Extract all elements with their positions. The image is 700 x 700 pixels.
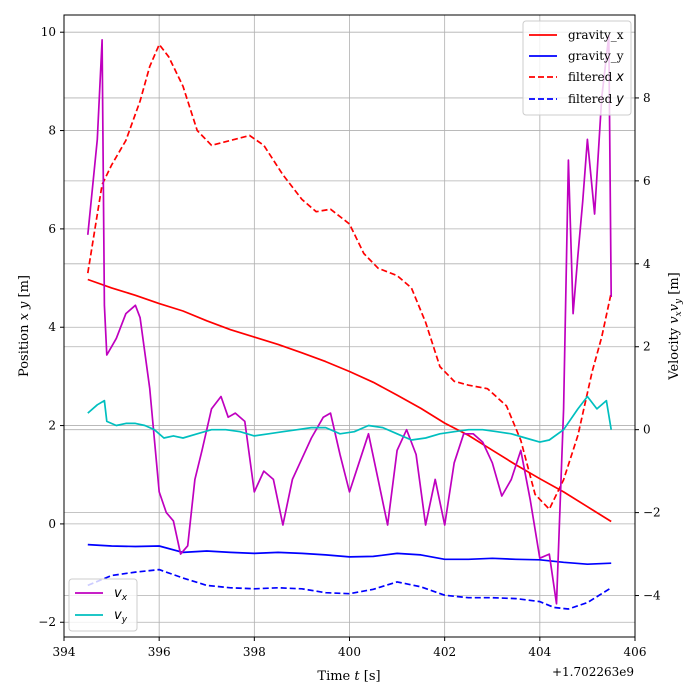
legend-entry-gravity-y: gravity_y	[529, 49, 624, 63]
left-tick-label: 8	[48, 124, 56, 138]
legend-label-vy: vy	[114, 608, 128, 625]
legend-bottom-left: vx vy	[68, 578, 138, 632]
series-line-gravity-y	[87, 543, 612, 566]
right-tick-label: 8	[643, 91, 651, 105]
axes: 394 396 398 400 402 404 406 −2 0 2 4 6 8 10 −4 −2 0 2 4 6 8	[38, 25, 661, 659]
left-tick-label: 0	[48, 517, 56, 531]
legend-entry-gravity-x: gravity_x	[529, 28, 624, 42]
x-tick-label: 404	[528, 645, 551, 659]
series-layer	[86, 34, 613, 610]
legend-label-filtered-x: filtered x	[568, 70, 624, 85]
right-tick-label: 0	[643, 423, 651, 437]
legend-label-gravity-x: gravity_x	[568, 28, 624, 42]
series-line-v-y	[87, 395, 613, 443]
right-tick-label: 2	[643, 340, 651, 354]
left-tick-label: 6	[48, 222, 56, 236]
left-tick-label: −2	[38, 615, 56, 629]
legend-entry-vx: vx	[75, 586, 128, 603]
series-line-v-x	[86, 34, 613, 605]
series-line-filtered-x	[86, 43, 613, 511]
x-tick-label: 398	[243, 645, 266, 659]
legend-entry-vy: vy	[75, 608, 128, 625]
x-tick-label: 400	[338, 645, 361, 659]
legend-top-right-box	[522, 20, 632, 116]
legend-label-filtered-y: filtered y	[568, 92, 624, 107]
left-axis-label: Position x y [m]	[17, 275, 32, 377]
x-tick-label: 396	[148, 645, 171, 659]
right-tick-label: −4	[643, 589, 661, 603]
x-tick-label: 406	[624, 645, 647, 659]
legend-top-right: gravity_x gravity_y filtered x filtered …	[522, 20, 632, 116]
legend-label-gravity-y: gravity_y	[568, 49, 624, 63]
legend-label-vx: vx	[114, 586, 128, 603]
x-axis-label: Time t [s]	[317, 669, 380, 684]
left-tick-label: 10	[41, 25, 56, 39]
legend-entry-filtered-y: filtered y	[529, 92, 624, 107]
legend-entry-filtered-x: filtered x	[529, 70, 624, 85]
left-tick-label: 4	[48, 320, 56, 334]
series-line-filtered-y	[87, 568, 612, 610]
right-tick-label: 6	[643, 174, 651, 188]
x-tick-label: 402	[433, 645, 456, 659]
left-tick-label: 2	[48, 419, 56, 433]
right-axis-label: Velocity vxvy [m]	[667, 272, 684, 381]
x-tick-label: 394	[53, 645, 76, 659]
x-offset-label: +1.702263e9	[552, 665, 634, 679]
legend-bottom-left-box	[68, 578, 138, 632]
right-tick-label: −2	[643, 506, 661, 520]
right-tick-label: 4	[643, 257, 651, 271]
